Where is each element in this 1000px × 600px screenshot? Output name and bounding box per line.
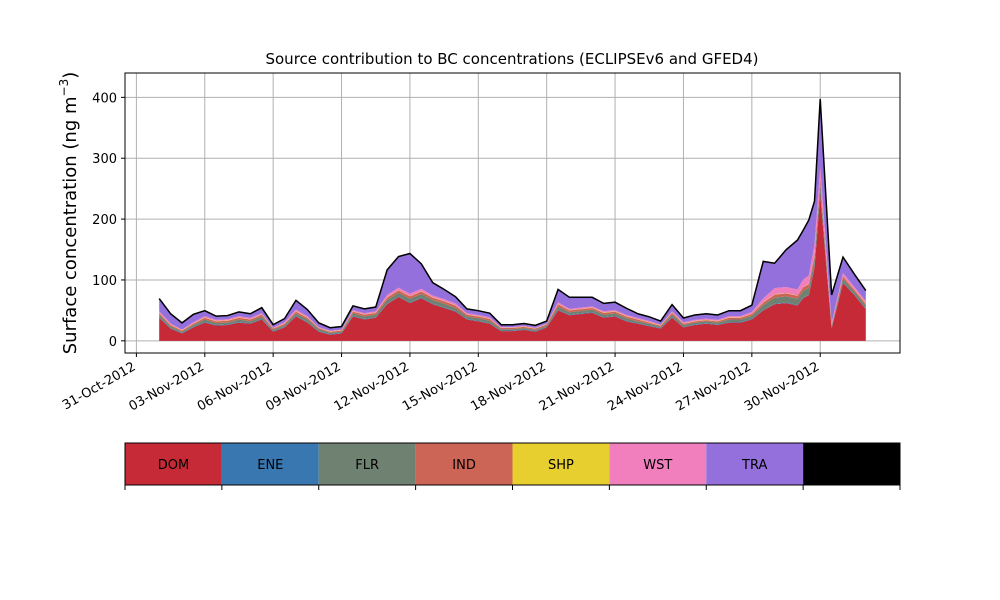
legend-swatch-flr <box>318 443 416 485</box>
legend-swatch-dom <box>125 443 222 485</box>
stacked-areas <box>159 98 866 341</box>
legend-label-wst: WST <box>643 458 672 473</box>
legend-swatch-ene <box>221 443 319 485</box>
y-axis-label-superscript: −3 <box>57 79 71 97</box>
y-tick-label: 200 <box>92 213 117 228</box>
legend-label-shp: SHP <box>548 458 574 473</box>
legend-swatch-tra <box>706 443 804 485</box>
y-tick-label: 0 <box>109 335 117 350</box>
legend-swatch-bb <box>803 443 900 485</box>
legend-label-ind: IND <box>452 458 476 473</box>
legend-label-dom: DOM <box>158 458 189 473</box>
y-axis-label: Surface concentration (ng m−3) <box>57 72 81 355</box>
legend-label-tra: TRA <box>741 458 767 473</box>
total-line <box>158 98 867 329</box>
legend-label-ene: ENE <box>257 458 283 473</box>
legend-swatch-ind <box>415 443 513 485</box>
total-outline <box>158 98 867 329</box>
y-tick-label: 100 <box>92 274 117 289</box>
area-dom <box>159 194 866 341</box>
legend-label-bb: BB <box>843 458 861 473</box>
legend-label-flr: FLR <box>355 458 379 473</box>
plot-gridlines <box>125 73 900 353</box>
y-tick-label: 400 <box>92 91 117 106</box>
source-legend-colorbar: DOM ENE FLR IND SHP WST TRA BB <box>124 442 901 490</box>
legend-swatch-wst <box>609 443 707 485</box>
chart-title: Source contribution to BC concentrations… <box>265 50 758 68</box>
y-tick-label: 300 <box>92 152 117 167</box>
legend-swatch-shp <box>512 443 610 485</box>
plot-frame <box>124 72 901 354</box>
y-axis-ticks: 0 100 200 300 400 <box>92 91 125 350</box>
